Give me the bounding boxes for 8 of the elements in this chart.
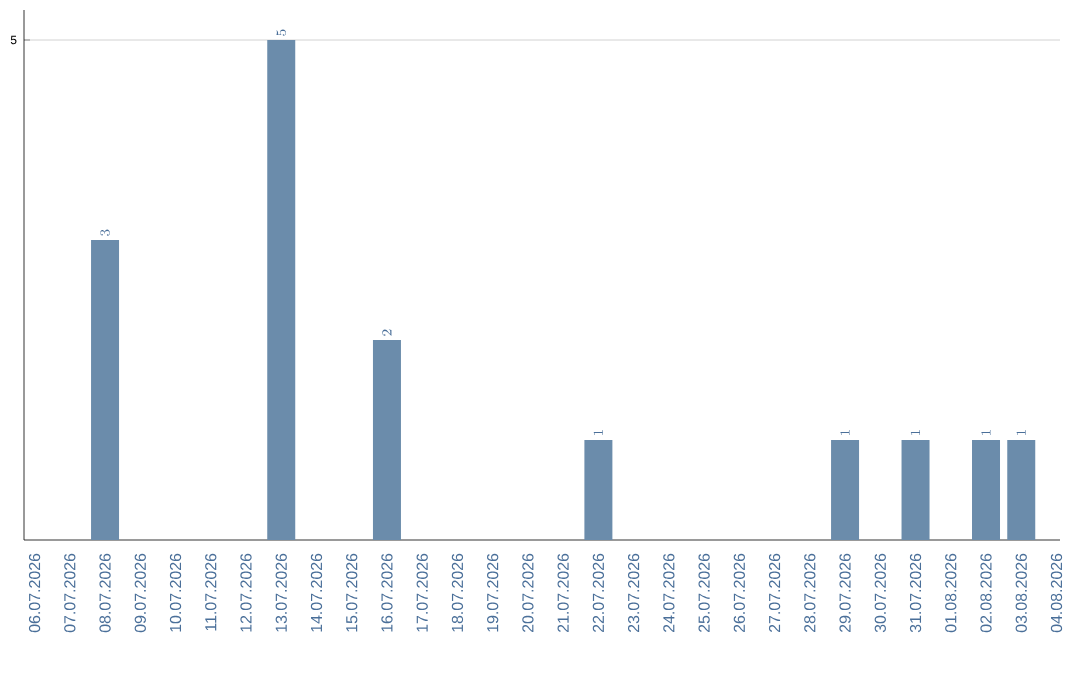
bar: [972, 440, 1001, 540]
bar: [831, 440, 860, 540]
bar: [372, 340, 401, 540]
bar: [267, 40, 296, 540]
bar: [91, 240, 120, 540]
bar: [1007, 440, 1036, 540]
bar: [584, 440, 613, 540]
bar: [901, 440, 930, 540]
